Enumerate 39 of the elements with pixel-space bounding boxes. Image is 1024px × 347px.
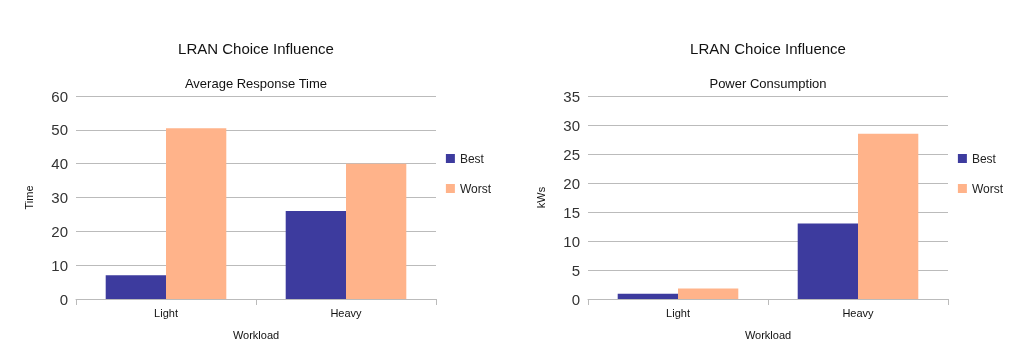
y-tick-label: 30	[563, 116, 580, 134]
y-tick-label: 0	[59, 290, 68, 308]
y-tick-label: 5	[571, 261, 580, 279]
x-tick-label: Light	[666, 306, 690, 319]
legend-label: Worst	[971, 181, 1004, 196]
x-tick-label: Heavy	[330, 306, 363, 319]
y-tick-label: 20	[51, 222, 68, 240]
bar	[678, 288, 739, 299]
x-tick-label: Light	[154, 306, 178, 319]
y-tick-label: 0	[571, 290, 580, 308]
y-tick-label: 10	[563, 232, 580, 250]
x-axis-title: Workload	[744, 328, 792, 341]
y-tick-label: 50	[51, 121, 68, 139]
legend-label: Worst	[459, 181, 492, 196]
x-axis-title: Workload	[232, 328, 280, 341]
x-tick-label: Heavy	[842, 306, 875, 319]
bar	[166, 128, 227, 299]
y-tick-label: 15	[563, 203, 580, 221]
y-axis-title: kWs	[534, 186, 547, 209]
chart-title: LRAN Choice Influence	[690, 40, 846, 57]
legend-label: Best	[459, 151, 485, 166]
chart-subtitle: Power Consumption	[709, 76, 827, 91]
y-tick-label: 20	[563, 174, 580, 192]
bar	[797, 223, 858, 299]
bar	[105, 275, 166, 299]
y-tick-label: 10	[51, 256, 68, 274]
y-tick-label: 35	[563, 87, 580, 105]
y-tick-label: 40	[51, 155, 68, 173]
bar	[858, 133, 919, 299]
legend-label: Best	[971, 151, 997, 166]
bar	[285, 211, 346, 299]
bar	[617, 293, 678, 299]
chart-title: LRAN Choice Influence	[178, 40, 334, 57]
y-tick-label: 30	[51, 189, 68, 206]
y-axis-title: Time	[22, 185, 35, 210]
y-tick-label: 60	[51, 87, 68, 105]
y-tick-label: 25	[563, 145, 580, 163]
chart-subtitle: Average Response Time	[184, 76, 328, 91]
bar	[346, 163, 407, 299]
